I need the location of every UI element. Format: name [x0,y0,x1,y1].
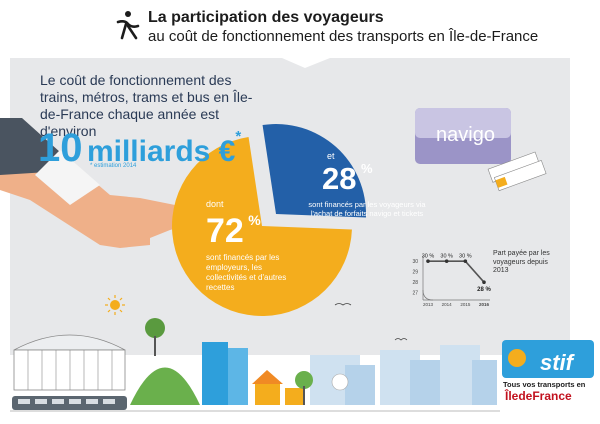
bubble-tail [120,122,140,130]
total-amount-asterisk: * [235,128,242,145]
cuff [35,150,100,205]
slice-b-value: 28 [322,161,357,196]
mini-chart-value-label: 30 % [422,254,435,260]
slice-b-value-label: 28 % [322,161,373,197]
slice-a-value-label: 72 % [206,212,261,251]
pie-slice-b [262,124,367,218]
slice-a-percent-sign: % [248,212,261,228]
bird-icon [394,338,408,341]
mini-chart-xtick: 2013 [423,302,434,307]
total-amount-unit: milliards € [86,135,236,168]
slice-b-percent-sign: % [360,161,373,176]
estimation-footnote: * estimation 2014 [90,163,137,169]
total-amount: 10 milliards €* [38,126,241,171]
mini-chart-point [444,259,449,263]
pie-slice-a [172,137,352,316]
mini-chart-point [482,280,486,285]
mini-chart-value-label: 28 % [477,287,491,293]
mini-chart-xtick: 2016 [479,302,490,307]
slice-b-prefix: et [327,151,335,161]
slice-a-prefix: dont [206,199,224,209]
intro-text: Le coût de fonctionnement des trains, mé… [40,72,253,139]
slice-a-description: sont financés par les employeurs, les co… [206,253,287,292]
mini-chart-point [463,259,468,263]
sun-rays [105,295,125,315]
city-skyline [10,318,500,412]
mini-chart-series-line [428,260,485,283]
mini-chart-corner [422,289,434,301]
mini-chart-ytick: 28 [412,280,418,286]
sun-icon [110,300,120,310]
mini-chart-ytick: 27 [412,291,418,297]
slice-b-description: sont financés par les voyageurs via l'ac… [308,200,426,218]
mini-chart-value-label: 30 % [459,254,472,260]
mini-chart-ytick: 29 [412,269,418,275]
mini-chart-point [426,259,430,263]
navigo-card-label: navigo [436,124,495,146]
mini-chart-caption: Part payée par les voyageurs depuis 2013 [493,250,550,274]
mini-chart-value-label: 30 % [440,254,453,260]
stif-logo-box [502,340,594,378]
stif-logo-text: stif [540,350,573,375]
page-title: La participation des voyageurs [148,9,384,26]
tickets-icon [487,151,547,192]
brand-region: ÎledeFrance [505,389,572,403]
mini-chart-xtick: 2014 [442,302,453,307]
brand-tagline: Tous vos transports en [503,380,586,389]
navigo-card-top [415,108,511,138]
slice-a-value: 72 [206,212,244,250]
bird-icon [334,303,352,306]
mini-chart-xtick: 2015 [460,302,471,307]
traveller-icon [116,11,140,40]
mini-chart-ytick: 30 [412,259,418,265]
total-amount-value: 10 [38,126,83,170]
page-subtitle: au coût de fonctionnement des transports… [148,28,539,45]
stif-logo-icon [508,349,526,367]
